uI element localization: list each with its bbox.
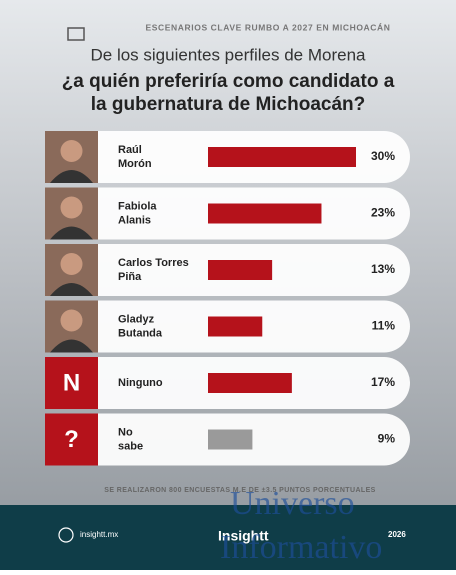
- avatar: [45, 413, 98, 466]
- category-label: Ninguno: [118, 377, 163, 389]
- avatar-body: [50, 283, 93, 296]
- note: SE REALIZARON 800 ENCUESTAS M.E DE ±3.5 …: [104, 487, 375, 494]
- bar: [208, 260, 273, 280]
- avatar: [45, 357, 98, 409]
- value-label: 13%: [371, 262, 395, 276]
- value-label: 17%: [371, 375, 395, 389]
- value-label: 11%: [372, 319, 396, 333]
- globe-icon: [58, 527, 74, 543]
- avatar-body: [50, 170, 93, 183]
- kicker: ESCENARIOS CLAVE RUMBO A 2027 EN MICHOAC…: [146, 22, 391, 32]
- avatar-icon: N: [63, 369, 80, 396]
- watermark: Informativo: [220, 529, 382, 566]
- category-label: No sabe: [118, 426, 143, 452]
- value-label: 30%: [371, 149, 395, 163]
- bar: [208, 203, 322, 224]
- avatar-icon: ?: [64, 426, 79, 453]
- avatar-head: [60, 253, 83, 275]
- category-label: Gladyz Butanda: [118, 313, 163, 339]
- avatar-body: [50, 226, 93, 240]
- bar: [208, 147, 356, 167]
- category-label: Raúl Morón: [118, 144, 152, 170]
- site: insightt.mx: [80, 530, 118, 539]
- bar: [208, 373, 292, 393]
- bar: [208, 316, 263, 337]
- footer-band: [0, 505, 456, 570]
- avatar-body: [50, 339, 93, 353]
- category-label: Carlos Torres Piña: [118, 257, 189, 283]
- avatar-head: [60, 196, 83, 219]
- subtitle: De los siguientes perfiles de Morena: [91, 45, 367, 64]
- chart-title: ¿a quién preferiría como candidato a la g…: [62, 71, 395, 115]
- brand: Insightt: [218, 528, 269, 544]
- year: 2026: [388, 530, 406, 539]
- icon: [67, 27, 85, 41]
- value-label: 23%: [371, 206, 395, 220]
- value-label: 9%: [378, 432, 396, 446]
- category-label: Fabiola Alanis: [118, 200, 157, 226]
- bar: [208, 429, 253, 450]
- watermark: Universo: [230, 485, 355, 522]
- avatar-head: [60, 309, 83, 332]
- avatar-head: [60, 140, 83, 162]
